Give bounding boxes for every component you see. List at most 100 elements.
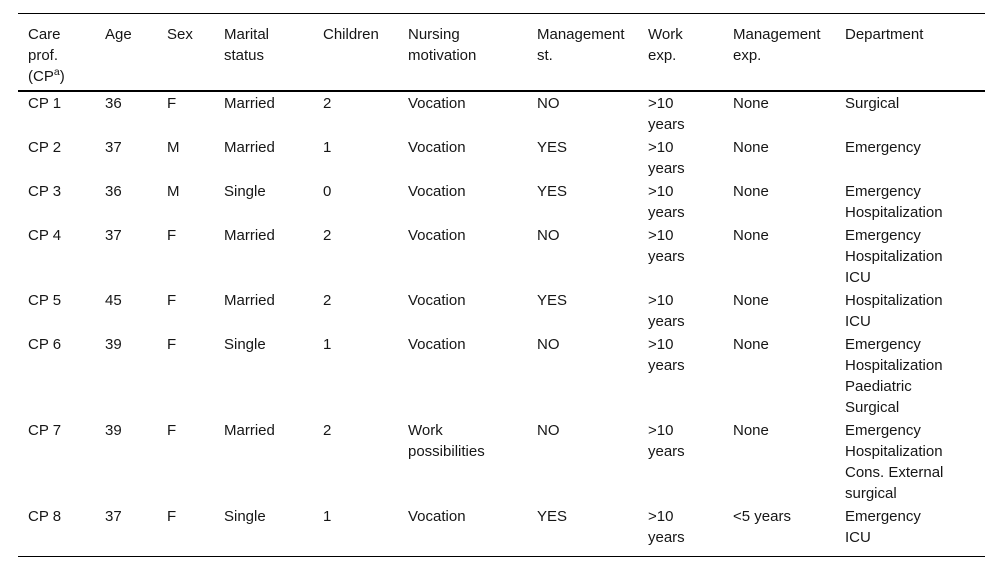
col-header-age: Age [105,13,167,92]
col-header-line: Children [323,26,379,43]
cell-care-prof: CP 3 [28,183,62,200]
cell-department: Hospitalization ICU [845,292,943,330]
col-header-line: prof. [28,47,59,64]
cell-nursing-motivation: Vocation [408,292,466,309]
cell-marital-status: Married [224,139,275,156]
table-row: CP 3 36 M Single 0 Vocation YES >10 years None Em… [18,180,985,224]
cell-management-exp: None [733,336,769,353]
cell-children: 1 [323,508,332,525]
cell-children: 2 [323,292,332,309]
col-header-line: motivation [408,47,477,64]
table-header-row: Care prof. (CPa) Age Sex Marital status Childre… [18,13,985,92]
cell-marital-status: Married [224,292,275,309]
cell-work-exp: >10 years [648,183,685,221]
col-header-line: exp. [648,47,677,64]
cell-management-exp: None [733,292,769,309]
superscript-footnote-marker: a [53,66,60,78]
cell-work-exp: >10 years [648,95,685,133]
table-head: Care prof. (CPa) Age Sex Marital status Childre… [18,13,985,92]
cell-work-exp: >10 years [648,508,685,546]
col-header-line: Care [28,26,61,43]
cell-nursing-motivation: Vocation [408,95,466,112]
cell-care-prof: CP 4 [28,227,62,244]
col-header-line: exp. [733,47,762,64]
col-header-line: Work [648,26,683,43]
cell-management-st: NO [537,227,560,244]
paren-text: (CP [28,68,54,85]
cell-department: Emergency Hospitalization Cons. External… [845,422,944,502]
table-row: CP 4 37 F Married 2 Vocation NO >10 years None Em… [18,224,985,289]
col-header-children: Children [323,13,408,92]
cell-sex: F [167,95,177,112]
cell-marital-status: Single [224,336,266,353]
cell-marital-status: Married [224,95,275,112]
cell-sex: M [167,183,180,200]
col-header-work-exp: Work exp. [648,13,733,92]
table-row: CP 5 45 F Married 2 Vocation YES >10 years None H… [18,289,985,333]
col-header-line: Age [105,26,132,43]
cell-children: 2 [323,227,332,244]
cell-sex: M [167,139,180,156]
cell-care-prof: CP 7 [28,422,62,439]
cell-management-exp: None [733,422,769,439]
cell-age: 37 [105,227,122,244]
cell-care-prof: CP 6 [28,336,62,353]
cell-department: Emergency ICU [845,508,921,546]
cell-age: 45 [105,292,122,309]
table-row: CP 8 37 F Single 1 Vocation YES >10 years <5 yea… [18,505,985,557]
cell-work-exp: >10 years [648,139,685,177]
cell-work-exp: >10 years [648,292,685,330]
cell-department: Emergency [845,139,921,156]
cell-age: 37 [105,508,122,525]
table-row: CP 6 39 F Single 1 Vocation NO >10 years None Eme… [18,333,985,419]
cell-nursing-motivation: Vocation [408,336,466,353]
paren-text: ) [59,68,65,85]
cell-management-st: YES [537,508,568,525]
cell-children: 2 [323,422,332,439]
col-header-department: Department [845,13,985,92]
col-header-line: Sex [167,26,193,43]
cell-nursing-motivation: Vocation [408,139,466,156]
col-header-sex: Sex [167,13,224,92]
cell-management-exp: None [733,95,769,112]
col-header-line: st. [537,47,553,64]
table-row: CP 7 39 F Married 2 Work possibilities NO >10 y… [18,419,985,505]
cell-age: 37 [105,139,122,156]
cell-management-st: YES [537,292,568,309]
cell-care-prof: CP 5 [28,292,62,309]
col-header-line: Management [733,26,821,43]
cell-children: 1 [323,336,332,353]
col-header-nursing-motivation: Nursing motivation [408,13,537,92]
cell-management-st: NO [537,336,560,353]
cell-children: 0 [323,183,332,200]
col-header-line: Management [537,26,625,43]
cell-department: Emergency Hospitalization Paediatric Sur… [845,336,943,416]
cell-management-exp: <5 years [733,508,791,525]
cell-marital-status: Married [224,422,275,439]
cell-management-exp: None [733,139,769,156]
cell-marital-status: Single [224,183,266,200]
cell-care-prof: CP 2 [28,139,62,156]
cell-marital-status: Single [224,508,266,525]
col-header-line: Marital [224,26,270,43]
participants-characteristics-table: Care prof. (CPa) Age Sex Marital status Childre… [18,13,985,557]
paper-table-figure: Care prof. (CPa) Age Sex Marital status Childre… [18,13,985,557]
cell-nursing-motivation: Work possibilities [408,422,485,460]
cell-management-st: YES [537,139,568,156]
cell-age: 39 [105,336,122,353]
table-body: CP 1 36 F Married 2 Vocation NO >10 years None Su… [18,91,985,557]
cell-marital-status: Married [224,227,275,244]
cell-nursing-motivation: Vocation [408,183,466,200]
col-header-management-exp: Management exp. [733,13,845,92]
cell-department: Emergency Hospitalization [845,183,943,221]
cell-work-exp: >10 years [648,422,685,460]
cell-nursing-motivation: Vocation [408,227,466,244]
cell-care-prof: CP 8 [28,508,62,525]
cell-department: Surgical [845,95,900,112]
col-header-marital-status: Marital status [224,13,323,92]
col-header-line: Nursing [408,26,460,43]
cell-management-st: NO [537,422,560,439]
cell-department: Emergency Hospitalization ICU [845,227,943,286]
cell-management-exp: None [733,227,769,244]
cell-sex: F [167,227,177,244]
